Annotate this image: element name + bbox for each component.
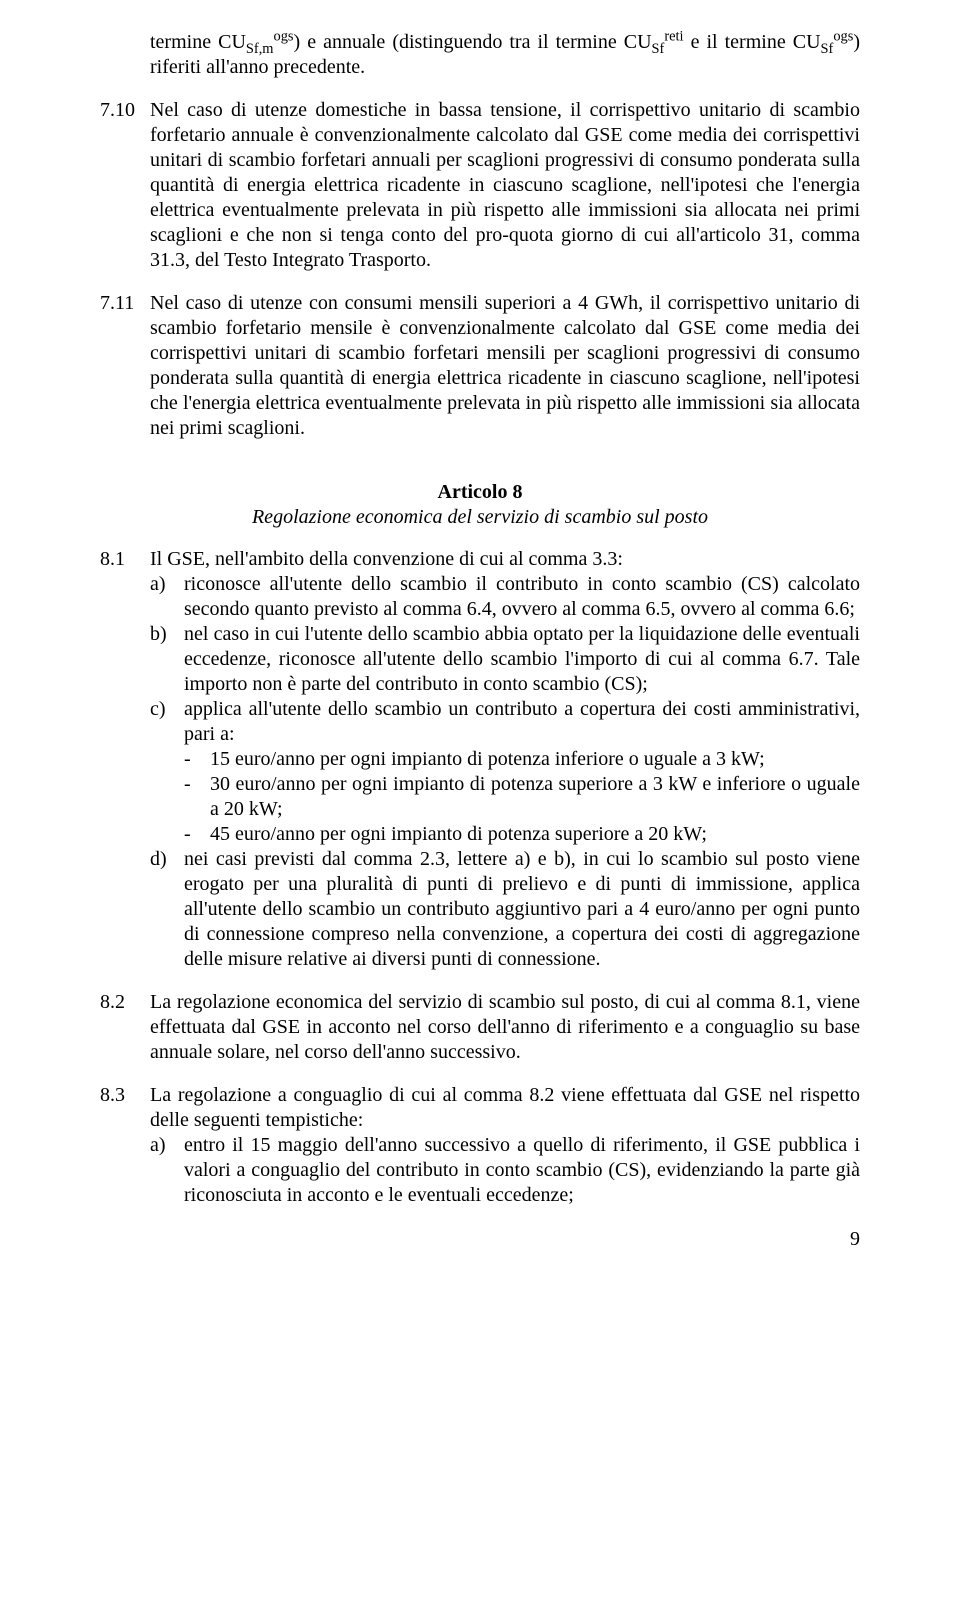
letter-text: entro il 15 maggio dell'anno successivo … [184, 1133, 860, 1208]
dash-text: 30 euro/anno per ogni impianto di potenz… [210, 772, 860, 822]
dash-item: - 15 euro/anno per ogni impianto di pote… [184, 747, 860, 772]
letter-list: a) entro il 15 maggio dell'anno successi… [150, 1133, 860, 1208]
item-number: 8.3 [100, 1083, 150, 1208]
letter-text: riconosce all'utente dello scambio il co… [184, 572, 860, 622]
item-number: 7.10 [100, 98, 150, 273]
dash-item: - 30 euro/anno per ogni impianto di pote… [184, 772, 860, 822]
dash-icon: - [184, 772, 210, 822]
item-number [100, 30, 150, 80]
paragraph-8-1: 8.1 Il GSE, nell'ambito della convenzion… [100, 547, 860, 972]
article-8-title: Articolo 8 [100, 481, 860, 504]
item-body: Il GSE, nell'ambito della convenzione di… [150, 547, 860, 972]
letter-d: d) nei casi previsti dal comma 2.3, lett… [150, 847, 860, 972]
paragraph-7-10: 7.10 Nel caso di utenze domestiche in ba… [100, 98, 860, 273]
item-number: 8.2 [100, 990, 150, 1065]
dash-text: 15 euro/anno per ogni impianto di potenz… [210, 747, 860, 772]
paragraph-7-11: 7.11 Nel caso di utenze con consumi mens… [100, 291, 860, 441]
letter-a: a) entro il 15 maggio dell'anno successi… [150, 1133, 860, 1208]
dash-list: - 15 euro/anno per ogni impianto di pote… [184, 747, 860, 847]
item-body: Nel caso di utenze con consumi mensili s… [150, 291, 860, 441]
letter-label: a) [150, 1133, 184, 1208]
item-body: La regolazione a conguaglio di cui al co… [150, 1083, 860, 1208]
item-body: termine CUSf,mogs) e annuale (distinguen… [150, 30, 860, 80]
paragraph-8-2: 8.2 La regolazione economica del servizi… [100, 990, 860, 1065]
letter-label: c) [150, 697, 184, 747]
letter-text: nel caso in cui l'utente dello scambio a… [184, 622, 860, 697]
letter-label: b) [150, 622, 184, 697]
letter-c-intro: applica all'utente dello scambio un cont… [184, 697, 860, 747]
item-body: La regolazione economica del servizio di… [150, 990, 860, 1065]
dash-icon: - [184, 747, 210, 772]
item-number: 7.11 [100, 291, 150, 441]
letter-text: nei casi previsti dal comma 2.3, lettere… [184, 847, 860, 972]
item-body: Nel caso di utenze domestiche in bassa t… [150, 98, 860, 273]
dash-icon: - [184, 822, 210, 847]
paragraph-8-3: 8.3 La regolazione a conguaglio di cui a… [100, 1083, 860, 1208]
dash-item: - 45 euro/anno per ogni impianto di pote… [184, 822, 860, 847]
letter-text: applica all'utente dello scambio un cont… [184, 697, 860, 747]
article-8-subtitle: Regolazione economica del servizio di sc… [100, 506, 860, 529]
dash-text: 45 euro/anno per ogni impianto di potenz… [210, 822, 860, 847]
letter-list: a) riconosce all'utente dello scambio il… [150, 572, 860, 972]
letter-label: d) [150, 847, 184, 972]
letter-b: b) nel caso in cui l'utente dello scambi… [150, 622, 860, 697]
page-number: 9 [100, 1228, 860, 1251]
letter-c: c) applica all'utente dello scambio un c… [150, 697, 860, 747]
letter-a: a) riconosce all'utente dello scambio il… [150, 572, 860, 622]
item-number: 8.1 [100, 547, 150, 972]
document-page: termine CUSf,mogs) e annuale (distinguen… [0, 0, 960, 1291]
letter-label: a) [150, 572, 184, 622]
intro-text: La regolazione a conguaglio di cui al co… [150, 1083, 860, 1133]
intro-text: Il GSE, nell'ambito della convenzione di… [150, 547, 860, 572]
paragraph-7-09-cont: termine CUSf,mogs) e annuale (distinguen… [100, 30, 860, 80]
